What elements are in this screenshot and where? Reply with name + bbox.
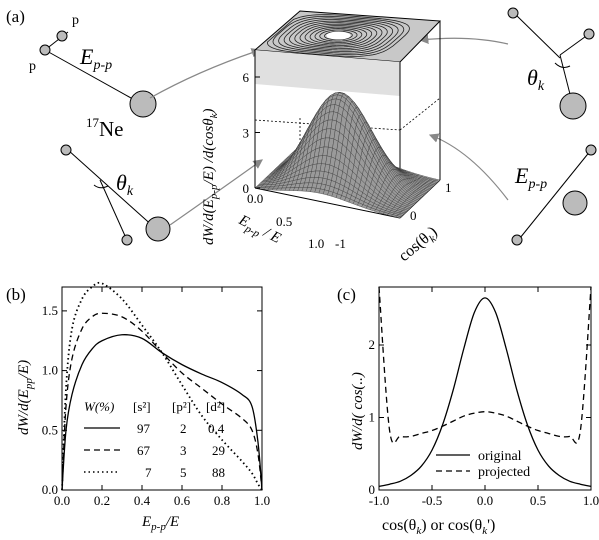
b-y-tick-label: 0.5	[42, 422, 58, 437]
b-y-tick-label: 0.0	[42, 482, 58, 497]
e-pp-label-left: Ep-p	[79, 44, 112, 73]
z-axis-label: dW/d(Ep-p/E) /d(cosθk)	[201, 109, 220, 246]
legend-c-projected: projected	[478, 465, 530, 480]
e-pp-label-right: Ep-p	[514, 163, 547, 192]
b-y-tick-label: 1.5	[42, 303, 58, 318]
contour-line	[309, 26, 368, 45]
y-tick-3d-2: 1	[445, 180, 452, 195]
pp-geometry-top-left	[39, 30, 157, 118]
contour-peak	[326, 31, 351, 40]
c-x-tick-label: 1.0	[583, 493, 599, 508]
x-tick-3d-2: 1.0	[308, 236, 324, 251]
z-tick-label-3d: 3	[243, 126, 250, 141]
theta-geometry-right	[507, 7, 595, 120]
panel-b-label: (b)	[6, 285, 26, 304]
contour-line	[266, 14, 410, 57]
contour-line	[294, 22, 383, 49]
z-tick-label-3d: 0	[243, 181, 250, 196]
x-tick-3d-0: 0.0	[247, 191, 263, 206]
legend-b: W(%) [s²] [p²] [d²] 97 2 0.4 67 3 29 7 5 88	[84, 399, 225, 480]
y-tick-3d-0: -1	[335, 236, 346, 251]
c-x-tick-label: 0.0	[477, 493, 493, 508]
c-x-label: cos(θk) or cos(θk')	[382, 517, 495, 537]
b-frame	[61, 286, 263, 491]
theta-label-left: θk	[116, 170, 134, 199]
b-series-dotted	[61, 281, 263, 491]
contour-line	[319, 29, 358, 42]
b-x-label: Ep-p/E	[141, 514, 179, 533]
p-label-1: p	[29, 59, 36, 74]
z-tick-label-3d: 6	[243, 70, 250, 85]
surface-mesh	[254, 91, 441, 219]
c-y-label: dW/d( cos(..)	[350, 372, 366, 450]
c-y-tick-label: 2	[369, 337, 376, 352]
contour-line	[304, 25, 373, 46]
legend-b-row-3: 7 5 88	[145, 465, 225, 480]
p-label-2: p	[72, 13, 79, 28]
contour-lines	[266, 14, 410, 57]
contour-line	[272, 15, 405, 56]
legend-b-header: W(%) [s²] [p²] [d²]	[84, 399, 225, 414]
contour-line	[324, 31, 353, 41]
y-axis-label-3d: cos(θk)	[396, 223, 443, 267]
theta-label-right: θk	[527, 65, 545, 94]
pointer-arrows	[149, 34, 509, 226]
c-y-tick-label: 0	[369, 482, 376, 497]
legend-c: original projected	[436, 449, 530, 480]
plane-skirt	[255, 50, 400, 96]
contour-line	[299, 23, 378, 48]
x-tick-3d-1: 0.5	[276, 214, 292, 229]
c-x-tick-label: 0.5	[530, 493, 546, 508]
panel-c-label: (c)	[337, 285, 356, 304]
b-y-label: dW/d(Epp/E)	[16, 360, 35, 435]
b-x-tick-label: 0.8	[214, 493, 230, 508]
contour-line	[314, 28, 363, 43]
legend-c-original: original	[478, 449, 522, 464]
c-x-tick-label: -0.5	[422, 493, 443, 508]
c-series-projected	[378, 286, 592, 444]
c-y-tick-label: 1	[369, 410, 376, 425]
surface-plot-3d: 0 3 6 dW/d(Ep-p/E) /d(cosθk) 0.0 0.5 1.0 -…	[201, 10, 452, 267]
b-x-tick-label: 0.2	[94, 493, 110, 508]
b-series-dashed	[61, 312, 263, 491]
contour-line	[278, 17, 399, 54]
c-series-original	[378, 297, 592, 488]
b-series-solid	[61, 334, 263, 491]
b-x-tick-label: 0.6	[174, 493, 191, 508]
plot-c: -1.0 -0.5 0.0 0.5 1.0 0 1 2	[369, 286, 599, 508]
b-x-tick-label: 0.4	[134, 493, 151, 508]
plot-b: 0.0 0.2 0.4 0.6 0.8 1.0 0.0 0.5 1.0 1.5	[42, 281, 270, 508]
legend-b-row-2: 67 3 29	[137, 443, 225, 458]
z-axis-ticks: 0 3 6	[243, 70, 260, 196]
b-y-tick-label: 1.0	[42, 363, 58, 378]
b-x-tick-label: 0.0	[54, 493, 70, 508]
b-x-tick-label: 1.0	[254, 493, 270, 508]
legend-b-row-1: 97 2 0.4	[137, 421, 225, 436]
contour-line	[289, 20, 388, 51]
panel-a-label: (a)	[6, 7, 25, 26]
surface-quad	[395, 215, 402, 219]
y-tick-3d-1: 0	[410, 208, 417, 223]
nucleus-label: 17Ne	[86, 115, 124, 141]
contour-line	[283, 19, 394, 52]
theta-geometry-left	[60, 144, 171, 246]
pp-geometry-bottom-right	[511, 144, 597, 246]
c-x-tick-label: -1.0	[369, 493, 390, 508]
